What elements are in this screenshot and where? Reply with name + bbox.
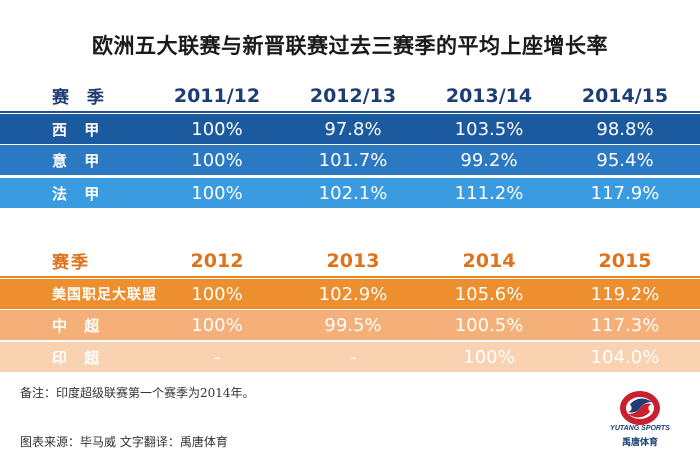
chart-title: 欧洲五大联赛与新晋联赛过去三赛季的平均上座增长率 [92, 34, 608, 58]
column-header: 2014 [462, 249, 516, 272]
table-cell: 100% [191, 149, 243, 171]
yutang-sports-logo-icon [620, 391, 660, 425]
row-label: 西 甲 [52, 120, 106, 139]
logo-text-cn: 禹唐体育 [621, 438, 658, 448]
table-cell: 99.5% [324, 314, 382, 336]
bottom-header-label: 赛季 [52, 253, 90, 273]
source-credit: 图表来源：毕马威 文字翻译：禹唐体育 [20, 435, 228, 449]
column-header: 2015 [598, 249, 652, 272]
table-cell: 95.4% [596, 149, 654, 171]
row-label: 法 甲 [52, 184, 106, 203]
logo-text-en: YUTANG SPORTS [610, 425, 670, 432]
column-header: 2014/15 [581, 84, 669, 107]
table-cell: - [213, 346, 221, 368]
table-cell: 100% [191, 182, 243, 204]
table-cell: 105.6% [454, 283, 524, 305]
table-cell: 98.8% [596, 118, 654, 140]
table-cell: 104.0% [590, 346, 660, 368]
table-row-ligue-1: 法 甲 100% 102.1% 111.2% 117.9% [0, 178, 700, 208]
table-cell: 117.9% [590, 182, 660, 204]
table-cell: 100% [463, 346, 515, 368]
table-cell: 102.9% [318, 283, 388, 305]
bottom-table-header: 赛季 2012 2013 2014 2015 [0, 245, 700, 278]
table-cell: 103.5% [454, 118, 524, 140]
row-label: 印 超 [52, 348, 106, 367]
table-row-mls: 美国职足大联盟 100% 102.9% 105.6% 119.2% [0, 279, 700, 309]
table-cell: 117.3% [590, 314, 660, 336]
table-cell: 100.5% [454, 314, 524, 336]
top-header-label: 赛 季 [52, 88, 110, 108]
column-header: 2013 [326, 249, 380, 272]
table-cell: - [349, 346, 357, 368]
table-cell: 97.8% [324, 118, 382, 140]
column-header: 2012/13 [309, 84, 397, 107]
table-cell: 100% [191, 314, 243, 336]
table-cell: 102.1% [318, 182, 388, 204]
footnote: 备注：印度超级联赛第一个赛季为2014年。 [20, 386, 255, 400]
row-label: 中 超 [52, 316, 106, 335]
table-row-serie-a: 意 甲 100% 101.7% 99.2% 95.4% [0, 145, 700, 175]
column-header: 2012 [190, 249, 244, 272]
table-cell: 119.2% [590, 283, 660, 305]
top-table-header: 赛 季 2011/12 2012/13 2013/14 2014/15 [0, 80, 700, 113]
table-row-isl: 印 超 - - 100% 104.0% [0, 342, 700, 372]
table-cell: 101.7% [318, 149, 388, 171]
column-header: 2011/12 [173, 84, 261, 107]
table-row-csl: 中 超 100% 99.5% 100.5% 117.3% [0, 310, 700, 340]
table-cell: 111.2% [454, 182, 524, 204]
table-cell: 100% [191, 118, 243, 140]
table-cell: 99.2% [460, 149, 518, 171]
table-cell: 100% [191, 283, 243, 305]
table-row-la-liga: 西 甲 100% 97.8% 103.5% 98.8% [0, 114, 700, 144]
column-header: 2013/14 [445, 84, 533, 107]
row-label: 美国职足大联盟 [52, 287, 157, 303]
row-label: 意 甲 [52, 151, 106, 170]
